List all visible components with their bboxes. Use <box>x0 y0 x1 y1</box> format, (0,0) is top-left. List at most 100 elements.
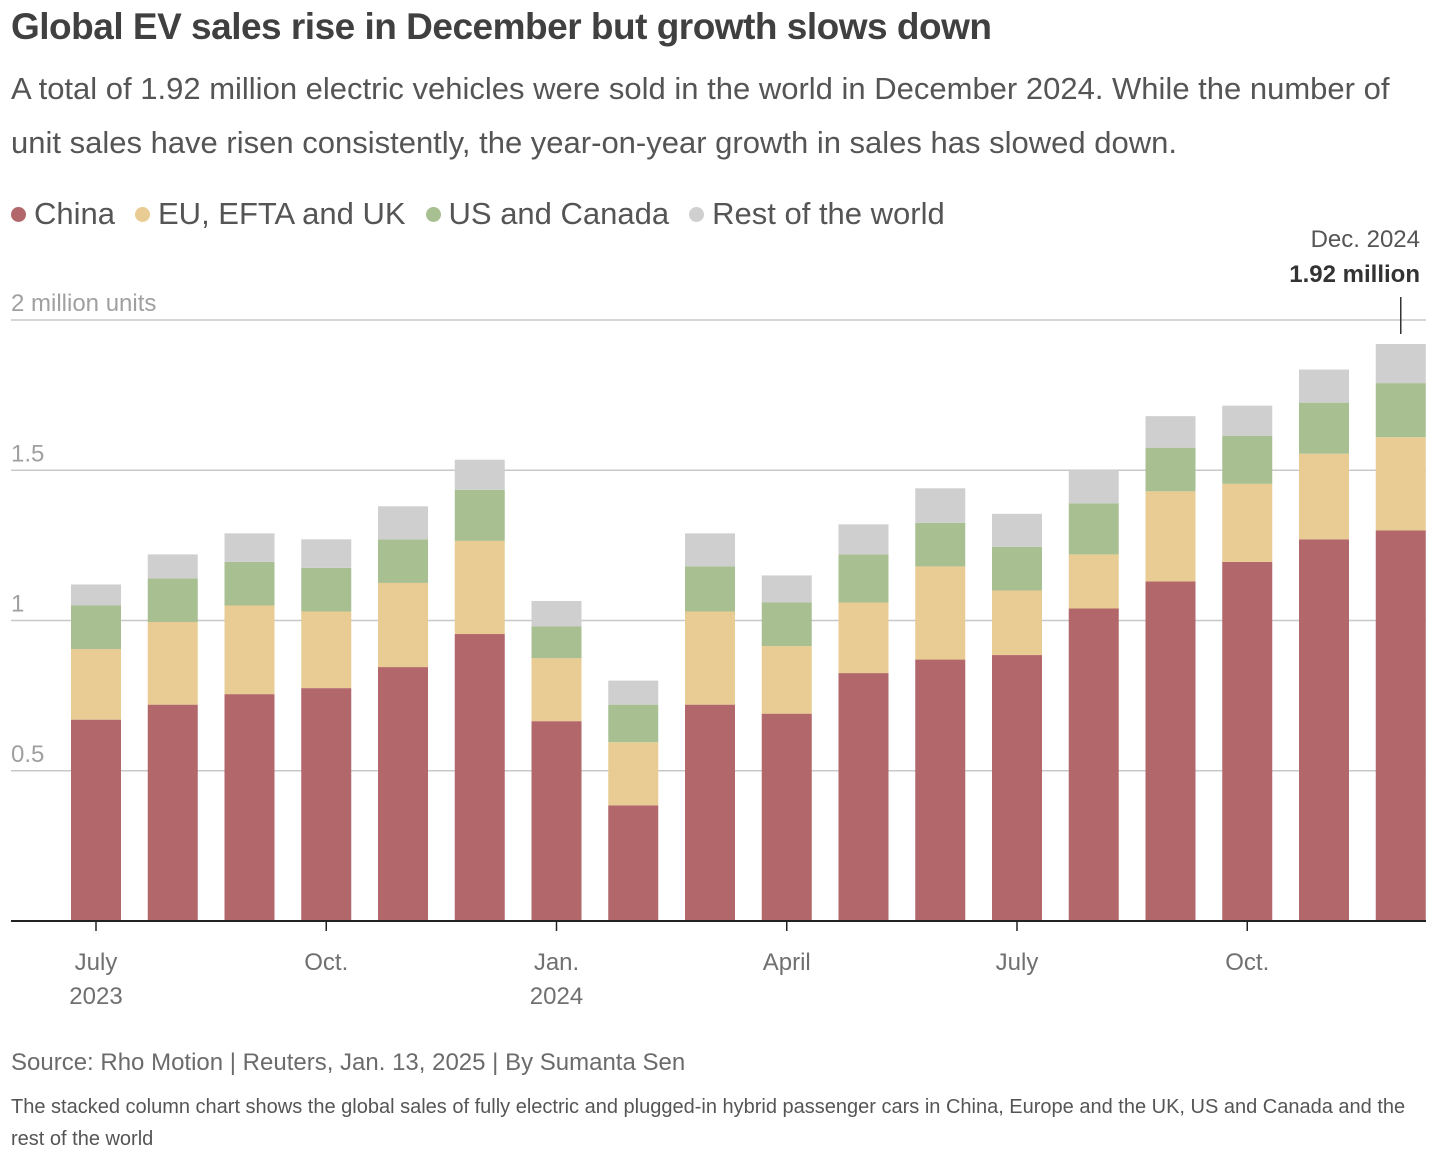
bar-segment-eu-efta-uk-2023-09 <box>224 605 275 695</box>
bar-segment-rest-of-world-2024-06 <box>915 488 966 523</box>
legend-item-china: China <box>11 196 115 232</box>
x-tick-label: 2023 <box>69 983 122 1010</box>
x-tick-label: July <box>996 949 1039 976</box>
bar-segment-us-canada-2024-01 <box>531 626 582 659</box>
source-line: Source: Rho Motion | Reuters, Jan. 13, 2… <box>11 1049 686 1076</box>
bar-segment-eu-efta-uk-2024-11 <box>1299 453 1349 540</box>
chart-legend: China EU, EFTA and UK US and Canada Rest… <box>11 196 965 232</box>
stacked-column-chart: 0.5 1 1.5 2 million units July 2023 Oct. Jan. 20… <box>11 226 1426 1010</box>
bar-segment-rest-of-world-2024-03 <box>685 533 735 567</box>
bar-segment-china-2023-07 <box>71 719 121 921</box>
bar-segment-us-canada-2024-10 <box>1222 435 1273 484</box>
bar-segment-us-canada-2023-11 <box>378 539 428 583</box>
y-tick-label: 0.5 <box>11 741 44 768</box>
bar-segment-china-2024-09 <box>1145 581 1196 921</box>
x-tick-label: April <box>763 949 811 976</box>
bar-segment-rest-of-world-2024-08 <box>1068 470 1119 504</box>
chart-subtitle: A total of 1.92 million electric vehicle… <box>11 71 1390 160</box>
bar-segment-rest-of-world-2024-04 <box>761 575 812 603</box>
bar-segment-us-canada-2024-04 <box>761 602 812 647</box>
y-tick-label: 2 million units <box>11 290 156 317</box>
bar-segment-china-2024-02 <box>608 805 659 921</box>
bar-segment-china-2024-06 <box>915 659 966 921</box>
bar-segment-china-2024-08 <box>1068 608 1119 921</box>
bar-segment-eu-efta-uk-2023-07 <box>71 649 121 720</box>
bar-segment-us-canada-2024-09 <box>1145 447 1196 492</box>
legend-label-china: China <box>34 196 115 231</box>
bar-segment-eu-efta-uk-2024-04 <box>761 646 812 714</box>
bar-segment-china-2024-01 <box>531 721 582 921</box>
x-tick-label: Oct. <box>1225 949 1269 976</box>
bar-segment-rest-of-world-2023-10 <box>301 539 352 568</box>
bar-segment-us-canada-2023-09 <box>224 561 275 606</box>
bar-segment-us-canada-2024-08 <box>1068 503 1119 555</box>
bar-segment-china-2024-10 <box>1222 561 1273 921</box>
bar-segment-rest-of-world-2023-12 <box>454 459 505 490</box>
legend-item-us-canada: US and Canada <box>425 196 670 232</box>
bar-segment-eu-efta-uk-2024-03 <box>685 611 735 705</box>
bar-segment-eu-efta-uk-2023-10 <box>301 611 352 689</box>
y-tick-label: 1 <box>11 591 24 618</box>
chart-title: Global EV sales rise in December but gro… <box>11 6 992 47</box>
bar-segment-eu-efta-uk-2024-01 <box>531 658 582 722</box>
bar-segment-eu-efta-uk-2023-08 <box>147 622 198 705</box>
bar-segment-eu-efta-uk-2023-11 <box>378 582 428 668</box>
bar-segment-rest-of-world-2024-09 <box>1145 416 1196 448</box>
x-tick-label: Oct. <box>304 949 348 976</box>
bar-segment-eu-efta-uk-2024-05 <box>838 602 889 674</box>
bar-segment-eu-efta-uk-2024-12 <box>1375 437 1426 531</box>
bar-segment-rest-of-world-2024-05 <box>838 524 889 555</box>
bar-segment-us-canada-2024-05 <box>838 554 889 603</box>
bar-segment-china-2024-03 <box>685 704 735 921</box>
bar-segment-rest-of-world-2023-11 <box>378 506 428 540</box>
bar-segment-china-2024-11 <box>1299 539 1349 921</box>
bar-segment-rest-of-world-2024-02 <box>608 680 659 705</box>
bar-segment-rest-of-world-2023-07 <box>71 584 121 606</box>
bar-segment-china-2023-10 <box>301 688 352 921</box>
y-tick-label: 1.5 <box>11 440 44 467</box>
bar-segment-rest-of-world-2023-09 <box>224 533 275 562</box>
bar-segment-us-canada-2024-03 <box>685 566 735 612</box>
bar-segment-china-2023-12 <box>454 634 505 921</box>
legend-item-eu: EU, EFTA and UK <box>135 196 406 232</box>
bar-segment-china-2023-11 <box>378 667 428 921</box>
bar-segment-us-canada-2024-11 <box>1299 402 1349 454</box>
bar-segment-us-canada-2024-07 <box>992 546 1042 591</box>
bar-segment-us-canada-2023-10 <box>301 567 352 612</box>
bar-segment-us-canada-2024-06 <box>915 522 966 567</box>
bar-segment-china-2024-05 <box>838 673 889 921</box>
legend-item-rest-of-world: Rest of the world <box>689 196 945 232</box>
bar-segment-rest-of-world-2024-11 <box>1299 369 1349 403</box>
bar-segment-rest-of-world-2024-10 <box>1222 405 1273 436</box>
legend-label-eu: EU, EFTA and UK <box>158 196 406 231</box>
bar-segment-us-canada-2023-12 <box>454 489 505 541</box>
legend-label-us-canada: US and Canada <box>448 196 670 231</box>
bar-segment-china-2024-04 <box>761 713 812 921</box>
legend-label-rest-of-world: Rest of the world <box>712 196 945 231</box>
bar-segment-china-2023-09 <box>224 694 275 921</box>
bar-segment-eu-efta-uk-2024-10 <box>1222 483 1273 562</box>
bar-segment-eu-efta-uk-2024-02 <box>608 742 659 806</box>
chart-description: The stacked column chart shows the globa… <box>11 1096 1406 1150</box>
bar-segment-rest-of-world-2024-12 <box>1375 344 1426 384</box>
x-tick-label: 2024 <box>530 983 583 1010</box>
bar-segment-us-canada-2023-07 <box>71 605 121 650</box>
annotation-date-label: Dec. 2024 <box>1311 226 1420 253</box>
bar-segment-rest-of-world-2024-07 <box>992 513 1042 547</box>
x-tick-label: July <box>75 949 118 976</box>
bar-segment-us-canada-2024-02 <box>608 704 659 743</box>
bar-segment-china-2024-07 <box>992 655 1042 921</box>
bar-segment-eu-efta-uk-2024-08 <box>1068 554 1119 609</box>
bar-segment-eu-efta-uk-2024-06 <box>915 566 966 660</box>
bar-segment-eu-efta-uk-2024-09 <box>1145 491 1196 582</box>
bar-segment-china-2024-12 <box>1375 530 1426 921</box>
legend-swatch-us-canada <box>425 206 441 222</box>
bar-segment-us-canada-2024-12 <box>1375 383 1426 438</box>
legend-swatch-china <box>11 206 26 222</box>
legend-swatch-eu <box>135 206 150 222</box>
x-tick-label: Jan. <box>534 949 579 976</box>
bar-segment-china-2023-08 <box>147 704 198 921</box>
bar-segment-us-canada-2023-08 <box>147 578 198 623</box>
bar-segment-eu-efta-uk-2023-12 <box>454 540 505 635</box>
legend-swatch-rest-of-world <box>689 206 705 222</box>
